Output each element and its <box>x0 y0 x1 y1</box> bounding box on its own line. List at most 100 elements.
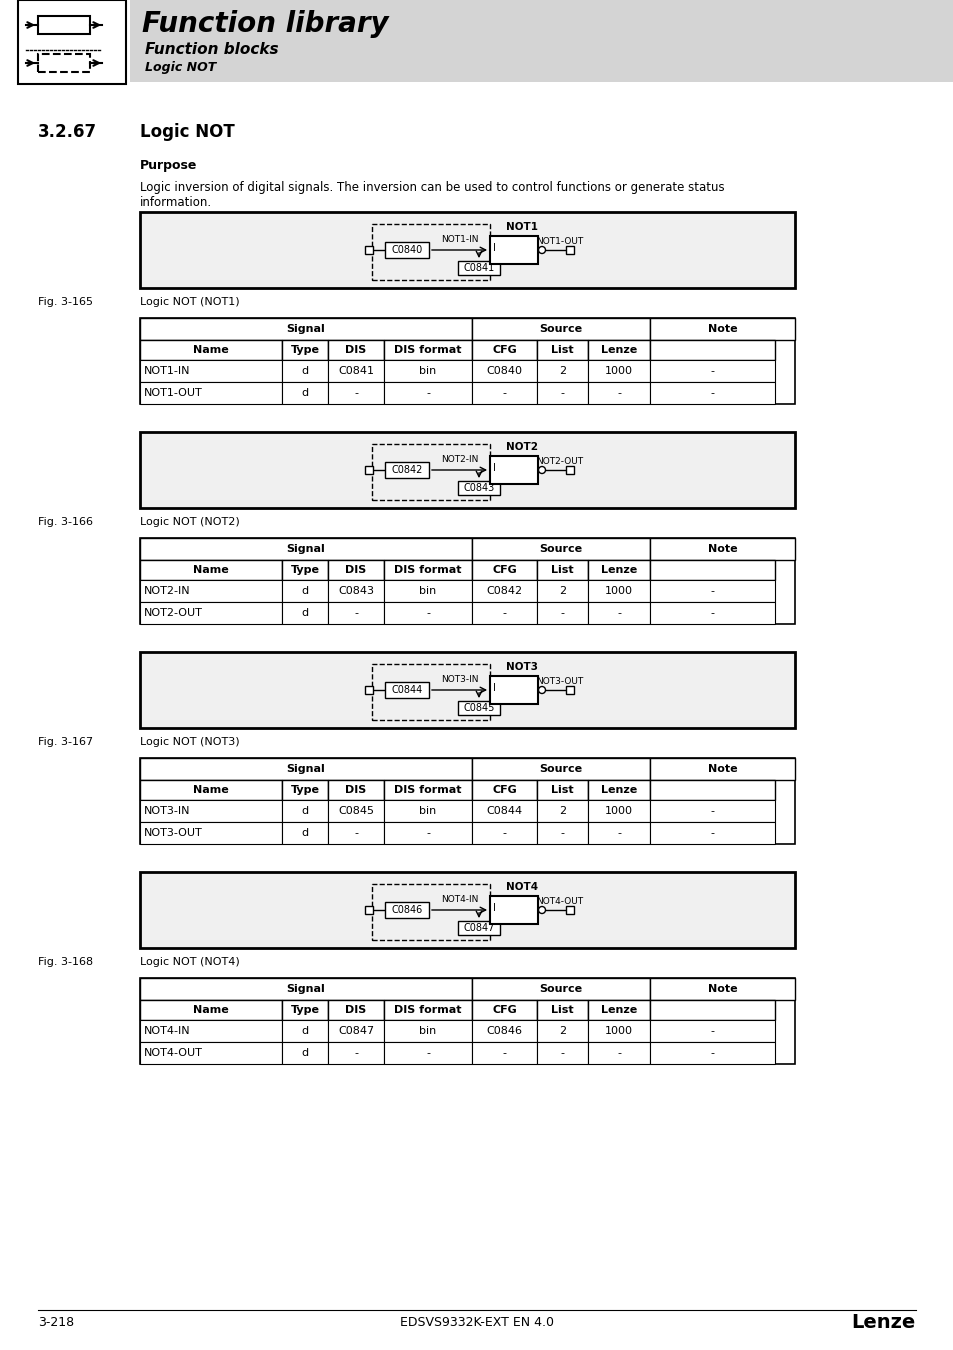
Text: d: d <box>301 828 308 838</box>
Bar <box>490 676 537 703</box>
Bar <box>649 757 794 780</box>
Text: I: I <box>493 463 496 472</box>
Bar <box>537 801 587 822</box>
Bar <box>472 801 537 822</box>
Text: Lenze: Lenze <box>600 1004 637 1015</box>
Text: C0845: C0845 <box>337 806 374 815</box>
Text: DIS: DIS <box>345 784 366 795</box>
Text: 1000: 1000 <box>604 586 633 595</box>
Bar <box>472 1021 537 1042</box>
Text: Source: Source <box>538 544 582 554</box>
Bar <box>649 340 774 360</box>
Bar <box>282 560 328 580</box>
Text: Note: Note <box>707 544 737 554</box>
Text: -: - <box>502 1048 506 1058</box>
Text: -: - <box>560 608 564 618</box>
Text: -: - <box>617 828 620 838</box>
Text: d: d <box>301 366 308 377</box>
Bar <box>649 1042 774 1064</box>
Bar <box>490 236 537 265</box>
Bar <box>384 780 472 801</box>
Text: NOT2-IN: NOT2-IN <box>440 455 477 464</box>
Bar <box>587 1000 649 1021</box>
Bar <box>385 682 429 698</box>
Text: 2: 2 <box>558 806 565 815</box>
Text: NOT3-IN: NOT3-IN <box>440 675 477 684</box>
Text: Lenze: Lenze <box>600 566 637 575</box>
Bar <box>140 780 282 801</box>
Bar <box>140 757 472 780</box>
Bar <box>472 319 649 340</box>
Bar <box>384 382 472 404</box>
Bar <box>587 340 649 360</box>
Text: Fig. 3-168: Fig. 3-168 <box>38 957 93 967</box>
Text: NOT2: NOT2 <box>505 441 537 452</box>
Text: Logic NOT: Logic NOT <box>140 123 234 140</box>
Text: C0841: C0841 <box>337 366 374 377</box>
Text: d: d <box>301 586 308 595</box>
Text: Fig. 3-167: Fig. 3-167 <box>38 737 93 747</box>
Bar <box>537 602 587 624</box>
Bar <box>328 602 384 624</box>
Bar <box>140 212 794 288</box>
Text: C0845: C0845 <box>463 703 495 713</box>
Text: C0846: C0846 <box>391 904 422 915</box>
Bar <box>328 780 384 801</box>
Bar <box>328 801 384 822</box>
Text: -: - <box>560 828 564 838</box>
Text: NOT2-OUT: NOT2-OUT <box>536 458 583 467</box>
Bar <box>140 382 282 404</box>
Text: 2: 2 <box>558 586 565 595</box>
Bar <box>472 360 537 382</box>
Text: Name: Name <box>193 566 229 575</box>
Text: DIS format: DIS format <box>394 784 461 795</box>
Text: NOT3-OUT: NOT3-OUT <box>144 828 203 838</box>
Bar <box>384 580 472 602</box>
Bar <box>587 602 649 624</box>
Text: -: - <box>710 828 714 838</box>
Bar <box>140 560 282 580</box>
Bar <box>140 432 794 508</box>
Text: -: - <box>560 1048 564 1058</box>
Text: C0842: C0842 <box>391 464 422 475</box>
Bar <box>38 54 90 72</box>
Bar <box>140 539 472 560</box>
Bar <box>649 602 774 624</box>
Circle shape <box>537 906 545 914</box>
Text: NOT1-IN: NOT1-IN <box>440 235 477 244</box>
Bar <box>472 580 537 602</box>
Text: List: List <box>551 346 573 355</box>
Text: List: List <box>551 784 573 795</box>
Text: NOT4: NOT4 <box>505 882 537 892</box>
Bar <box>587 382 649 404</box>
Text: Note: Note <box>707 324 737 333</box>
Text: C0840: C0840 <box>391 244 422 255</box>
Text: C0844: C0844 <box>486 806 522 815</box>
Text: -: - <box>710 387 714 398</box>
Bar <box>385 242 429 258</box>
Text: Purpose: Purpose <box>140 158 197 171</box>
Text: -: - <box>354 1048 357 1058</box>
Bar <box>365 686 373 694</box>
Text: Name: Name <box>193 1004 229 1015</box>
Bar <box>472 602 537 624</box>
Text: Signal: Signal <box>286 324 325 333</box>
Text: CFG: CFG <box>492 566 517 575</box>
Bar <box>457 261 499 275</box>
Text: information.: information. <box>140 197 212 209</box>
Bar <box>472 382 537 404</box>
Text: 1000: 1000 <box>604 1026 633 1035</box>
Bar <box>282 822 328 844</box>
Text: DIS: DIS <box>345 1004 366 1015</box>
Bar <box>457 481 499 495</box>
Bar <box>372 884 490 940</box>
Text: Type: Type <box>291 346 319 355</box>
Text: -: - <box>710 1048 714 1058</box>
Bar <box>472 1042 537 1064</box>
Text: -: - <box>617 608 620 618</box>
Bar <box>490 456 537 485</box>
Text: NOT2-IN: NOT2-IN <box>144 586 191 595</box>
Bar <box>537 382 587 404</box>
Bar <box>384 560 472 580</box>
Circle shape <box>537 467 545 474</box>
